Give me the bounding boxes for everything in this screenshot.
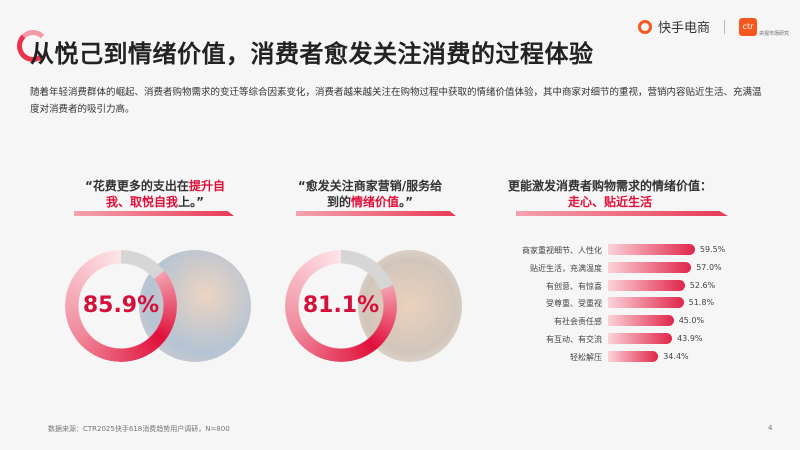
bar	[608, 297, 684, 309]
bar-label: 贴近生活，充满温度	[530, 263, 602, 273]
bar-value-label: 52.6%	[689, 280, 716, 290]
bar-label: 有创意、有惊喜	[546, 281, 602, 291]
chart-title-underline	[516, 211, 728, 216]
chart-title-block: 更能激发消费者购物需求的情绪价值： 走心、贴近生活	[500, 178, 720, 210]
ctr-tagline: 央视市场研究	[759, 31, 790, 37]
bar	[608, 261, 692, 273]
source-note: 数据来源：CTR2025快手618消费趋势用户调研，N=800	[48, 425, 230, 433]
quote-text: “花费更多的支出在	[85, 179, 189, 193]
bar-value-label: 43.9%	[677, 334, 703, 343]
page-number: 4	[768, 424, 773, 432]
bar-label: 受尊重、受重视	[546, 299, 602, 309]
bar-label: 有互动、有交流	[546, 335, 602, 344]
bar	[608, 315, 674, 327]
page-title: 从悦己到情绪价值，消费者愈发关注消费的过程体验	[30, 40, 594, 68]
bar-value-label: 59.5%	[699, 245, 726, 254]
bar-value-label: 45.0%	[678, 316, 705, 326]
stat-quote-2: “愈发关注商家营销/服务给到的情绪价值。”	[295, 178, 445, 210]
quote-highlight: 情绪价值	[351, 195, 400, 209]
stat-value-2: 81.1%	[302, 293, 380, 318]
bar-label: 有社会责任感	[554, 317, 602, 327]
bar	[608, 333, 673, 344]
quote-underline	[296, 211, 456, 216]
intro-text: 随着年轻消费群体的崛起、消费者购物需求的变迁等综合因素变化，消费者越来越关注在购…	[30, 87, 762, 115]
bar	[608, 244, 695, 255]
quote-end: 上。”	[178, 195, 204, 209]
bar-label: 轻松解压	[570, 352, 602, 362]
quote-end: 。”	[399, 195, 413, 209]
brand-logos: 快手电商 ctr 央视市场研究	[638, 16, 789, 37]
quote-underline	[74, 211, 234, 216]
brand-name: 快手电商	[658, 21, 711, 36]
chart-title: 更能激发消费者购物需求的情绪价值：	[507, 179, 712, 193]
chart-subtitle: 走心、贴近生活	[567, 195, 652, 209]
kuaishou-logo-icon	[638, 19, 652, 34]
stat-value-1: 85.9%	[82, 293, 160, 318]
bar-label: 商家重视细节、人性化	[522, 246, 602, 255]
ctr-logo: ctr	[739, 17, 758, 36]
stat-quote-1: “花费更多的支出在提升自我、取悦自我上。”	[80, 178, 230, 210]
divider	[724, 19, 726, 34]
bar-value-label: 51.8%	[688, 298, 715, 308]
title-accent-mark	[17, 30, 49, 62]
bar-value-label: 57.0%	[696, 262, 722, 272]
bar-value-label: 34.4%	[663, 351, 689, 361]
bar	[608, 350, 659, 362]
quote-highlight: 提升自我、取悦自我	[106, 179, 225, 209]
quote-text: “愈发关注商家营销/服务给到的	[297, 179, 443, 209]
bar	[608, 279, 685, 291]
